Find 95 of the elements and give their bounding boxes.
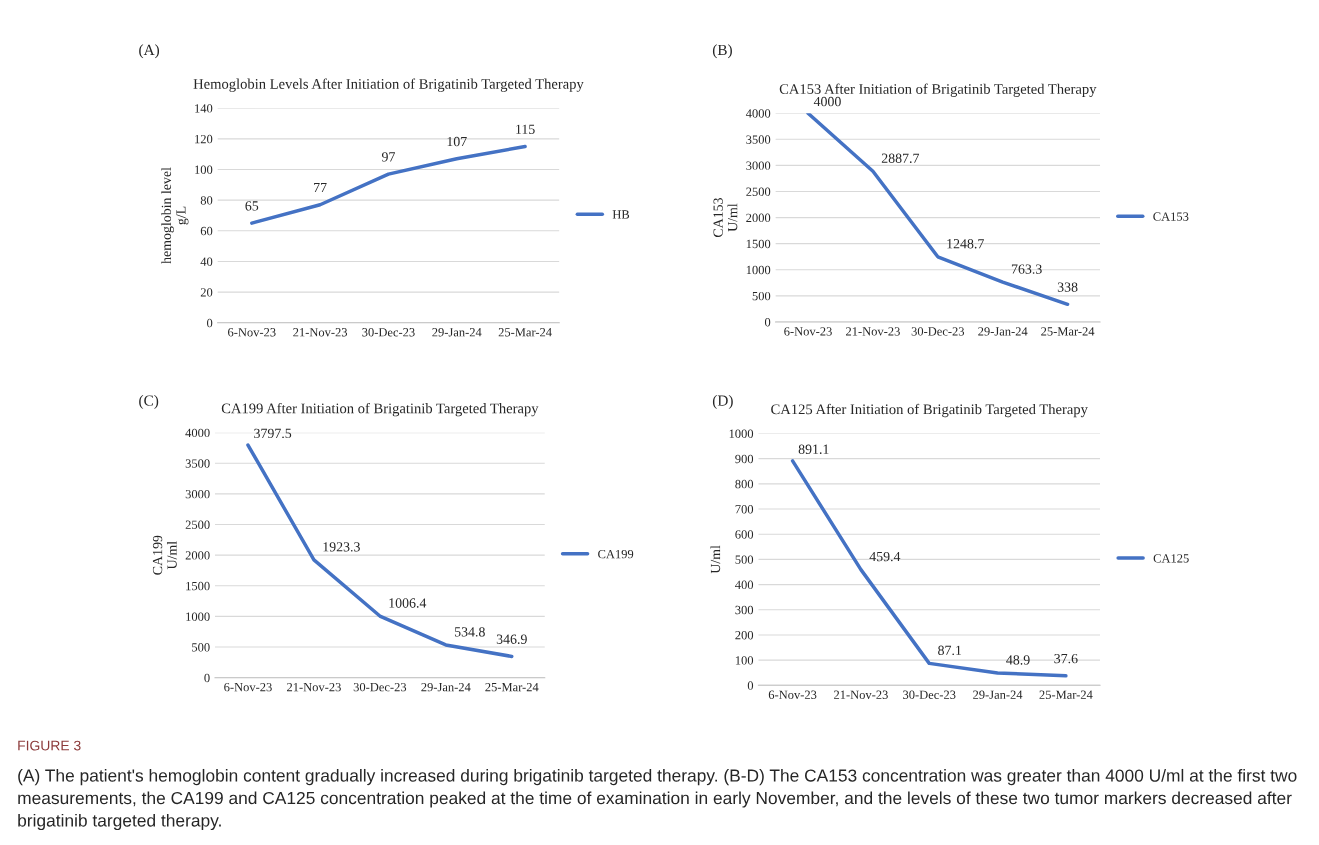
text: (B)	[712, 44, 732, 59]
data-label: 763.3	[1011, 264, 1042, 274]
y-tick-label: 2500	[746, 187, 771, 196]
y-tick-label: 2000	[185, 551, 210, 560]
y-tick-label: 200	[735, 630, 754, 640]
y-tick-label: 0	[764, 317, 771, 327]
y-tick-label: 300	[735, 605, 754, 615]
x-tick-label: 30-Dec-23	[353, 682, 407, 692]
y-tick-label: 4000	[185, 428, 210, 438]
legend-label: HB	[612, 210, 630, 219]
x-tick-label: 6-Nov-23	[784, 327, 832, 336]
data-label: 3797.5	[254, 428, 292, 439]
x-tick-label: 25-Mar-24	[498, 328, 552, 337]
data-label: 2887.7	[881, 153, 920, 163]
y-axis-title: hemoglobin level g/L	[161, 167, 189, 264]
y-tick-label: 4000	[745, 109, 771, 118]
x-tick-label: 29-Jan-24	[432, 328, 482, 337]
data-label: 77	[314, 182, 327, 193]
y-tick-label: 20	[200, 288, 213, 297]
y-tick-label: 600	[735, 530, 754, 539]
y-tick-label: 700	[735, 505, 754, 514]
data-label: 459.4	[869, 551, 901, 562]
y-tick-label: 100	[195, 165, 213, 174]
data-label: 65	[245, 201, 259, 211]
x-tick-label: 25-Mar-24	[485, 682, 539, 692]
y-tick-label: 1000	[729, 429, 754, 438]
y-axis-title: U/ml	[710, 545, 721, 574]
y-tick-label: 800	[735, 479, 754, 489]
y-tick-label: 3500	[185, 459, 210, 468]
x-tick-label: 29-Jan-24	[978, 327, 1028, 336]
x-tick-label: 30-Dec-23	[362, 328, 415, 337]
y-tick-label: 900	[735, 454, 754, 464]
y-tick-label: 3000	[185, 489, 210, 499]
data-label: 4000	[813, 96, 841, 107]
y-tick-label: 500	[752, 291, 771, 301]
data-label: 338	[1057, 282, 1078, 292]
y-tick-label: 3500	[746, 135, 771, 144]
y-tick-label: 3000	[746, 161, 771, 170]
x-tick-label: 21-Nov-23	[834, 690, 888, 699]
data-label: 115	[516, 124, 535, 134]
data-label: 97	[381, 152, 395, 162]
text: (A)	[139, 44, 160, 59]
x-tick-label: 25-Mar-24	[1039, 690, 1093, 699]
data-label: 1006.4	[389, 598, 427, 608]
y-tick-label: 120	[195, 134, 213, 144]
y-tick-label: 1500	[746, 239, 771, 249]
chart-title: Hemoglobin Levels After Initiation of Brigatinib Targeted Therapy	[193, 78, 584, 92]
data-label: 48.9	[1006, 655, 1030, 665]
data-label: 1923.3	[323, 542, 360, 552]
caption: FIGURE 3	[18, 740, 81, 751]
chart-title: CA125 After Initiation of Brigatinib Targeted Therapy	[771, 403, 1088, 418]
data-label: 891.1	[798, 444, 829, 454]
data-label: 346.9	[496, 634, 527, 644]
data-label: 87.1	[938, 645, 962, 656]
y-tick-label: 100	[735, 656, 754, 665]
chart-title: CA199 After Initiation of Brigatinib Targeted Therapy	[221, 402, 539, 417]
y-tick-label: 2000	[746, 213, 771, 223]
chart-title: CA153 After Initiation of Brigatinib Targeted Therapy	[779, 83, 1097, 97]
data-label: 107	[447, 136, 467, 147]
y-tick-label: 0	[207, 318, 213, 328]
x-tick-label: 21-Nov-23	[287, 682, 341, 692]
data-label: 37.6	[1054, 653, 1078, 664]
y-axis-title: CA199 U/ml	[152, 535, 177, 575]
x-tick-label: 6-Nov-23	[224, 682, 272, 692]
x-tick-label: 25-Mar-24	[1041, 327, 1095, 336]
legend-label: CA199	[598, 549, 634, 559]
y-tick-label: 400	[735, 580, 754, 590]
x-tick-label: 30-Dec-23	[903, 690, 956, 699]
y-tick-label: 60	[200, 226, 213, 236]
x-tick-label: 21-Nov-23	[846, 327, 900, 336]
text: (C)	[139, 395, 159, 409]
y-tick-label: 0	[204, 673, 210, 683]
legend-label: CA153	[1153, 212, 1189, 221]
y-tick-label: 2500	[185, 520, 210, 529]
x-tick-label: 29-Jan-24	[421, 682, 471, 692]
y-axis-title: CA153 U/ml	[713, 198, 738, 238]
x-tick-label: 30-Dec-23	[911, 327, 965, 336]
text: (D)	[712, 395, 733, 409]
x-tick-label: 29-Jan-24	[973, 690, 1023, 699]
y-tick-label: 1500	[186, 581, 210, 591]
text: (A) The patient's hemoglobin content gradually increased during brigatinib targeted therapy. (B-D) The CA153 concentration was greater than 4000 U/ml at the first two measurements, the CA199 and CA125 concentration peaked at the time of examination in early November, and the levels of these two tumor markers decreased after brigatinib targeted therapy.	[18, 768, 1297, 831]
x-tick-label: 21-Nov-23	[293, 328, 348, 337]
x-tick-label: 6-Nov-23	[228, 328, 276, 337]
y-tick-label: 1000	[746, 265, 771, 275]
y-tick-label: 0	[747, 681, 754, 690]
y-tick-label: 80	[200, 196, 213, 205]
y-tick-label: 500	[735, 555, 754, 564]
legend-label: CA125	[1153, 554, 1189, 563]
y-tick-label: 140	[195, 104, 213, 113]
y-tick-label: 40	[200, 257, 213, 266]
data-label: 534.8	[454, 627, 485, 637]
x-tick-label: 6-Nov-23	[768, 690, 817, 699]
y-tick-label: 500	[192, 643, 210, 652]
y-tick-label: 1000	[186, 612, 210, 621]
data-label: 1248.7	[947, 239, 984, 249]
